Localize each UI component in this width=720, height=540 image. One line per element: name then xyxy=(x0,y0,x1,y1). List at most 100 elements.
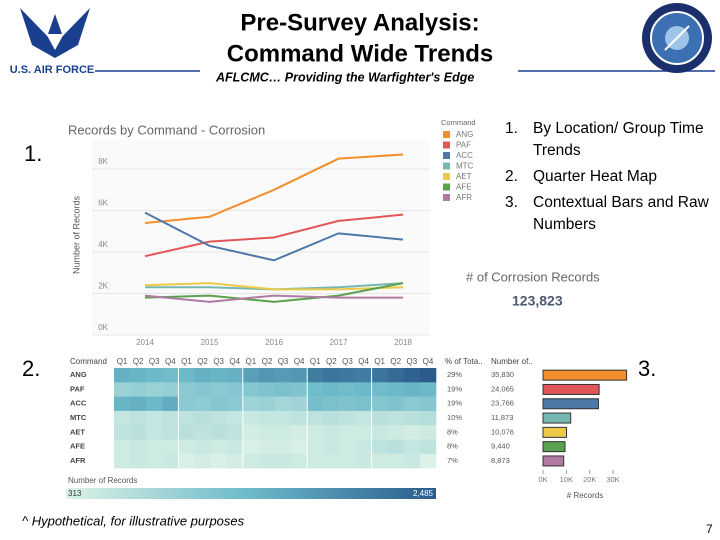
list-item: 2. Quarter Heat Map xyxy=(505,166,715,188)
series-line xyxy=(144,213,404,258)
heat-cell xyxy=(419,396,437,412)
logo-text: U.S. AIR FORCE xyxy=(10,64,95,76)
percent-label: 19% xyxy=(447,399,462,408)
series-line xyxy=(144,153,404,224)
legend-label: ANG xyxy=(456,130,473,139)
value-label: 11,873 xyxy=(491,413,513,422)
heat-cell xyxy=(226,439,244,455)
heat-cell xyxy=(291,439,308,455)
column-header: % of Tota.. xyxy=(445,357,483,366)
heat-cell xyxy=(275,396,292,412)
heat-cell xyxy=(387,425,405,440)
title: Pre-Survey Analysis: xyxy=(240,9,479,36)
row-header: Command xyxy=(70,357,107,366)
heat-cell xyxy=(291,382,308,397)
heat-cell xyxy=(258,425,276,440)
air-force-logo xyxy=(20,8,90,58)
heat-cell xyxy=(162,453,179,469)
column-label: Q2 xyxy=(262,357,273,366)
heat-cell xyxy=(403,425,421,440)
column-label: Q4 xyxy=(165,357,176,366)
x-tick-label: 2015 xyxy=(201,338,219,347)
value-label: 10,076 xyxy=(491,427,514,436)
heat-cell xyxy=(258,396,276,412)
heat-cell xyxy=(371,410,388,426)
heat-cell xyxy=(178,368,195,383)
row-label: PAF xyxy=(70,384,85,393)
heat-cell xyxy=(210,410,227,426)
heat-cell xyxy=(355,382,372,397)
heat-cell xyxy=(387,410,405,426)
x-tick-label: 30K xyxy=(606,475,619,484)
y-axis-label: Number of Records xyxy=(71,195,81,274)
heat-cell xyxy=(178,410,195,426)
value-label: 23,766 xyxy=(491,399,514,408)
heat-cell xyxy=(339,410,356,426)
heat-cell xyxy=(114,396,131,412)
legend-title: Number of Records xyxy=(68,476,137,485)
heat-cell xyxy=(114,382,131,397)
heat-cell xyxy=(130,396,147,412)
lcmc-emblem xyxy=(642,3,712,73)
column-label: Q3 xyxy=(213,357,224,366)
heat-cell xyxy=(339,439,356,455)
heat-cell xyxy=(146,410,163,426)
column-label: Q3 xyxy=(407,357,418,366)
heat-cell xyxy=(194,453,211,469)
percent-label: 7% xyxy=(447,456,458,465)
bar xyxy=(542,426,568,438)
heat-cell xyxy=(307,410,324,426)
legend-swatch xyxy=(443,173,450,180)
heat-cell xyxy=(371,453,388,469)
series-line xyxy=(144,211,404,262)
column-label: Q1 xyxy=(246,357,257,366)
list-item: 3. Contextual Bars and Raw Numbers xyxy=(505,192,715,236)
legend-swatch xyxy=(443,141,450,149)
heat-cell xyxy=(355,439,372,455)
heat-cell xyxy=(275,453,292,469)
heat-cell xyxy=(355,453,372,469)
heat-cell xyxy=(226,425,244,440)
bar xyxy=(542,455,565,467)
heat-cell xyxy=(226,453,244,469)
heat-cell xyxy=(323,425,340,440)
x-tick-label: 10K xyxy=(560,475,573,484)
color-tick-label: 2,485 xyxy=(413,489,434,498)
heat-cell xyxy=(307,368,324,383)
heat-cell xyxy=(323,382,340,397)
heat-cell xyxy=(387,396,405,412)
heat-cell xyxy=(323,410,340,426)
list-text: By Location/ Group Time Trends xyxy=(533,120,704,159)
column-label: Q4 xyxy=(423,357,434,366)
section-number: 1. xyxy=(24,141,42,166)
legend-label: AFE xyxy=(456,183,472,192)
bar xyxy=(542,369,628,381)
heat-cell xyxy=(242,382,260,397)
heat-cell xyxy=(146,368,163,383)
heat-cell xyxy=(194,410,211,426)
bar xyxy=(542,383,600,395)
section-number: 2. xyxy=(22,356,40,381)
x-axis-label: # Records xyxy=(567,491,603,500)
heat-cell xyxy=(291,410,308,426)
column-label: Q1 xyxy=(310,357,321,366)
heat-cell xyxy=(258,382,276,397)
column-label: Q1 xyxy=(374,357,385,366)
heat-cell xyxy=(291,396,308,412)
value-label: 8,873 xyxy=(491,456,510,465)
heat-cell xyxy=(242,439,260,455)
column-label: Q2 xyxy=(133,357,144,366)
heat-cell xyxy=(162,396,179,412)
heat-cell xyxy=(178,382,195,397)
list-number: 1. xyxy=(505,120,518,137)
heat-cell xyxy=(162,382,179,397)
heat-cell xyxy=(339,396,356,412)
legend-swatch xyxy=(443,194,450,201)
column-label: Q3 xyxy=(278,357,289,366)
heat-cell xyxy=(339,453,356,469)
kpi-label: # of Corrosion Records xyxy=(466,269,600,284)
heat-cell xyxy=(162,410,179,426)
heat-cell xyxy=(130,453,147,469)
heat-cell xyxy=(242,410,260,426)
heat-cell xyxy=(242,396,260,412)
